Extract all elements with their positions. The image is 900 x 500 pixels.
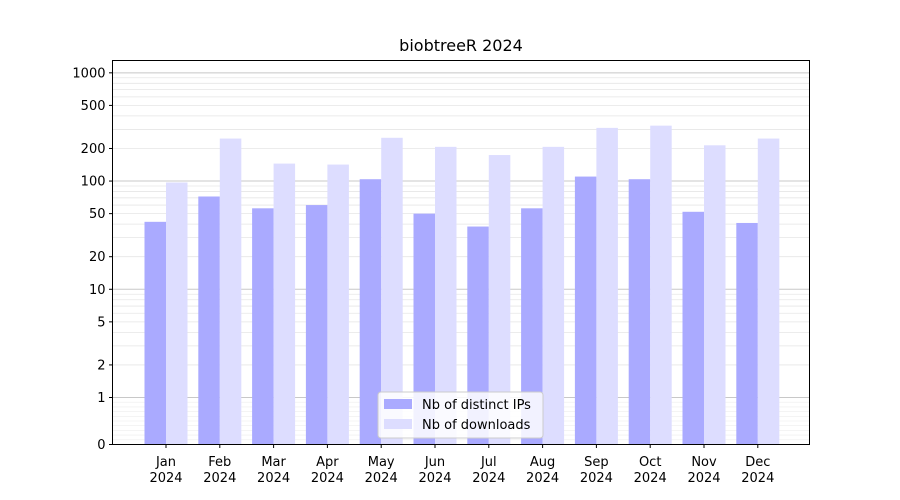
legend-label: Nb of downloads — [422, 418, 531, 433]
x-tick-label-month: Apr — [316, 455, 339, 470]
bar — [219, 138, 242, 445]
x-axis: Jan2024Feb2024Mar2024Apr2024May2024Jun20… — [149, 444, 774, 486]
x-tick-label-year: 2024 — [257, 471, 290, 486]
bar — [628, 179, 651, 445]
bar — [736, 222, 758, 445]
x-tick-label-year: 2024 — [687, 471, 720, 486]
y-tick-label: 1000 — [72, 66, 105, 81]
bar — [359, 179, 382, 445]
bar — [327, 164, 349, 445]
x-tick-label-month: Dec — [745, 455, 770, 470]
x-tick-label-month: Jul — [480, 455, 497, 470]
bar — [542, 146, 565, 445]
x-tick-label-year: 2024 — [365, 471, 398, 486]
y-tick-label: 5 — [97, 315, 105, 330]
x-tick-label-year: 2024 — [472, 471, 505, 486]
x-tick-label-year: 2024 — [526, 471, 559, 486]
legend: Nb of distinct IPs Nb of downloads — [377, 391, 544, 439]
bar — [144, 221, 166, 445]
x-tick-label-year: 2024 — [741, 471, 774, 486]
bar — [574, 176, 597, 445]
y-tick-label: 200 — [81, 142, 106, 157]
x-tick-label-month: Aug — [530, 455, 555, 470]
bar — [252, 208, 274, 445]
bar — [273, 163, 296, 445]
bar — [198, 196, 220, 445]
bar — [467, 226, 489, 445]
x-tick-label-month: Mar — [261, 455, 286, 470]
x-tick-label-year: 2024 — [580, 471, 613, 486]
y-tick-label: 10 — [89, 283, 106, 298]
bar — [305, 205, 328, 445]
legend-swatch — [384, 419, 412, 429]
x-tick-label-year: 2024 — [418, 471, 451, 486]
y-tick-label: 1 — [97, 391, 105, 406]
y-tick-label: 500 — [81, 99, 106, 114]
bar — [488, 155, 511, 445]
x-tick-label-month: May — [368, 455, 395, 470]
x-tick-label-year: 2024 — [203, 471, 236, 486]
y-tick-label: 2 — [97, 358, 105, 373]
bar — [413, 213, 435, 445]
x-tick-label-year: 2024 — [311, 471, 344, 486]
plot-area-frame — [112, 60, 810, 445]
x-tick-label-month: Jun — [424, 455, 445, 470]
bar — [435, 146, 457, 445]
bar — [650, 125, 672, 445]
legend-box — [377, 391, 544, 439]
x-tick-label-year: 2024 — [634, 471, 667, 486]
chart-title: biobtreeR 2024 — [399, 36, 523, 55]
bar — [682, 211, 704, 445]
y-tick-label: 100 — [81, 175, 106, 190]
bars — [144, 125, 780, 445]
x-tick-label-month: Sep — [584, 455, 609, 470]
x-tick-label-year: 2024 — [149, 471, 182, 486]
x-tick-label-month: Jan — [155, 455, 176, 470]
x-tick-label-month: Feb — [208, 455, 231, 470]
y-tick-label: 50 — [89, 207, 106, 222]
bar — [166, 182, 188, 445]
bar — [757, 138, 780, 445]
x-tick-label-month: Oct — [639, 455, 661, 470]
legend-swatch — [384, 399, 412, 409]
y-axis: 0 1 2 5 10 20 50 100 200 500 1000 — [72, 66, 113, 453]
legend-label: Nb of distinct IPs — [422, 398, 531, 413]
y-tick-label: 0 — [97, 438, 105, 453]
bar — [381, 137, 403, 445]
bar — [521, 208, 543, 445]
x-tick-label-month: Nov — [691, 455, 717, 470]
bar — [596, 127, 618, 445]
bar — [704, 145, 726, 445]
y-tick-label: 20 — [89, 250, 106, 265]
